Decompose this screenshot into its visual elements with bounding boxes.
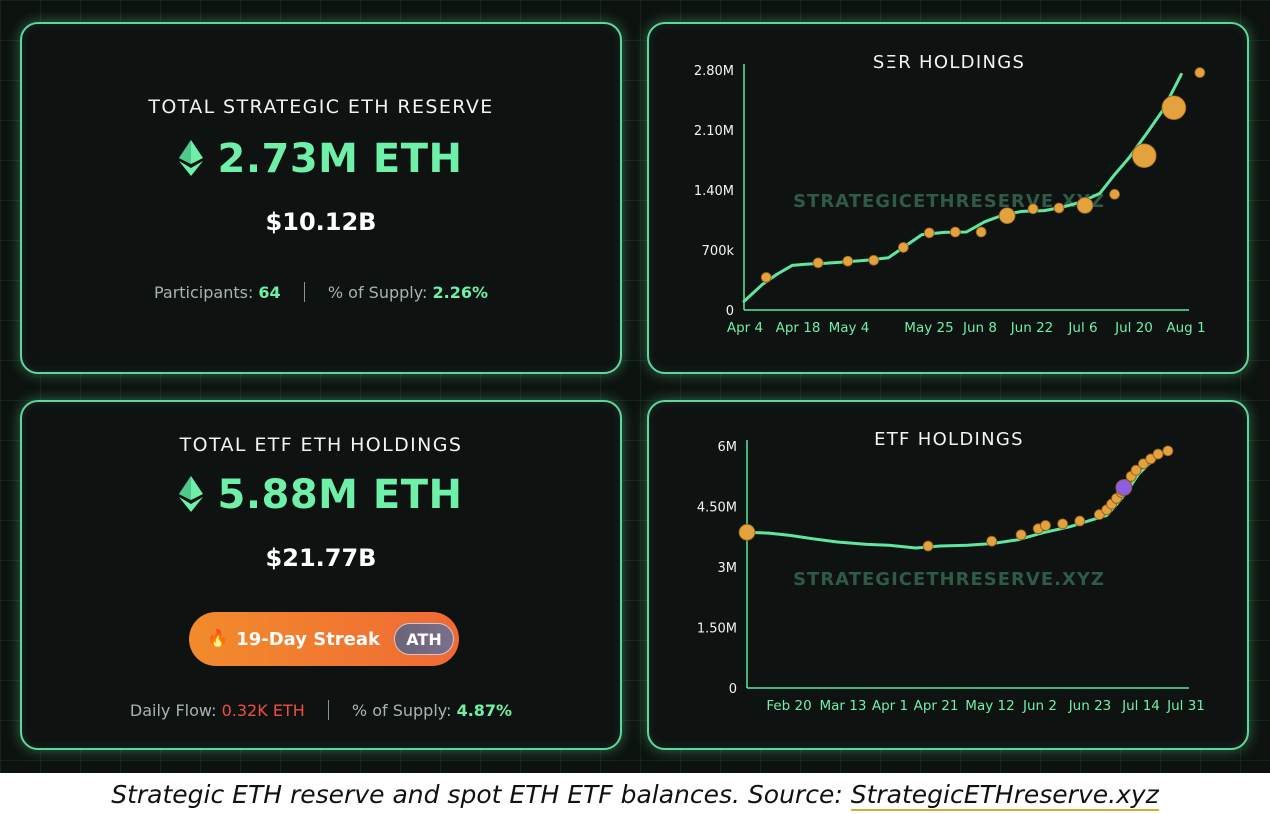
etf-supply-label: % of Supply: — [351, 701, 452, 720]
data-point — [922, 540, 934, 552]
etf-holdings-chart-card: ETF HOLDINGS STRATEGICETHRESERVE.XYZ 0 1.50… — [647, 400, 1249, 750]
y-tick-label: 1.40M — [694, 184, 734, 199]
data-point — [949, 226, 961, 238]
ser-amount: 2.73M ETH — [217, 136, 463, 182]
chart-watermark: STRATEGICETHRESERVE.XYZ — [793, 569, 1105, 590]
x-tick-label: May 25 — [904, 320, 953, 336]
data-point — [842, 255, 854, 267]
streak-badge: 🔥 19-Day Streak ATH — [189, 612, 459, 666]
source-link[interactable]: StrategicETHreserve.xyz — [850, 780, 1159, 811]
ser-supply-value: 2.26% — [432, 283, 489, 302]
data-point — [1040, 520, 1051, 531]
data-point — [1194, 67, 1206, 78]
highlight-point — [1115, 479, 1133, 496]
x-tick-label: Apr 4 — [727, 320, 763, 336]
streak-label: 19-Day Streak — [236, 628, 380, 650]
ser-amount-row: 2.73M ETH — [22, 136, 620, 186]
x-tick-label: Aug 1 — [1166, 320, 1205, 336]
x-tick-label: Jul 31 — [1166, 698, 1205, 714]
y-tick-label: 3M — [718, 561, 738, 576]
data-point — [1131, 143, 1157, 169]
etf-amount-row: 5.88M ETH — [22, 472, 620, 522]
ser-stats-row: Participants: 64 % of Supply: 2.26% — [22, 282, 620, 302]
data-point — [738, 523, 756, 541]
y-tick-label: 700k — [702, 244, 735, 259]
ser-title: TOTAL STRATEGIC ETH RESERVE — [148, 96, 494, 118]
divider — [327, 700, 329, 720]
series-line — [745, 449, 1167, 550]
ethereum-icon — [179, 476, 204, 522]
divider — [303, 282, 305, 302]
y-tick-label: 2.80M — [694, 64, 734, 79]
ser-supply-label: % of Supply: — [327, 283, 428, 302]
data-point — [1161, 95, 1187, 121]
data-point — [897, 242, 909, 253]
data-point — [868, 254, 880, 266]
data-point — [1130, 464, 1142, 476]
chart-watermark: STRATEGICETHRESERVE.XYZ — [793, 191, 1105, 212]
x-tick-label: Jun 8 — [962, 320, 997, 336]
chart-title: SΞR HOLDINGS — [873, 52, 1025, 73]
etf-supply-value: 4.87% — [456, 701, 513, 720]
x-tick-label: Apr 1 — [872, 698, 908, 714]
y-tick-label: 0 — [726, 304, 734, 319]
data-point — [1152, 448, 1164, 460]
y-tick-label: 2.10M — [694, 124, 734, 139]
y-tick-label: 0 — [729, 682, 737, 697]
chart-title: ETF HOLDINGS — [874, 429, 1024, 450]
data-point — [1162, 445, 1174, 457]
data-point — [975, 226, 987, 238]
x-tick-label: Jul 6 — [1067, 320, 1097, 336]
etf-total-card: TOTAL ETF ETH HOLDINGS 5.88M ETH $21.77B… — [20, 400, 622, 750]
fire-icon: 🔥 — [207, 629, 229, 649]
y-tick-label: 6M — [718, 440, 738, 455]
ser-holdings-chart-card: SΞR HOLDINGS STRATEGICETHRESERVE.XYZ 0 700k… — [647, 22, 1249, 374]
daily-flow-value: 0.32K ETH — [221, 701, 305, 720]
etf-holdings-chart: ETF HOLDINGS STRATEGICETHRESERVE.XYZ 0 1.50… — [697, 429, 1205, 714]
data-point — [1015, 529, 1027, 541]
x-tick-label: Jun 23 — [1068, 698, 1112, 714]
data-point — [923, 227, 935, 239]
data-point — [1057, 518, 1069, 530]
ethereum-icon — [179, 140, 204, 186]
x-tick-label: Apr 18 — [776, 320, 821, 336]
ser-usd-value: $10.12B — [265, 208, 377, 236]
x-tick-label: Jun 22 — [1010, 320, 1054, 336]
data-point — [760, 272, 772, 283]
x-tick-label: Mar 13 — [820, 698, 867, 714]
x-tick-label: Jun 2 — [1022, 698, 1057, 714]
data-point — [1074, 515, 1086, 527]
data-point — [1053, 202, 1065, 214]
series-line — [742, 72, 1183, 303]
data-point — [998, 207, 1016, 225]
participants-value: 64 — [258, 283, 281, 302]
x-tick-label: Feb 20 — [766, 698, 811, 714]
etf-usd-value: $21.77B — [265, 544, 377, 572]
figure-caption: Strategic ETH reserve and spot ETH ETF b… — [0, 776, 1270, 814]
ser-total-card: TOTAL STRATEGIC ETH RESERVE 2.73M ETH $1… — [20, 22, 622, 374]
data-point — [1027, 203, 1039, 215]
dashboard-background: TOTAL STRATEGIC ETH RESERVE 2.73M ETH $1… — [0, 0, 1270, 773]
data-point — [812, 257, 824, 269]
y-tick-label: 1.50M — [697, 622, 737, 637]
data-point — [1076, 197, 1094, 214]
etf-title: TOTAL ETF ETH HOLDINGS — [179, 434, 463, 456]
daily-flow-label: Daily Flow: — [129, 701, 217, 720]
participants-label: Participants: — [153, 283, 254, 302]
x-tick-label: Jul 14 — [1121, 698, 1160, 714]
x-tick-label: May 12 — [965, 698, 1014, 714]
x-tick-label: Jul 20 — [1114, 320, 1153, 336]
caption-text: Strategic ETH reserve and spot ETH ETF b… — [111, 780, 851, 809]
ath-badge: ATH — [394, 623, 454, 655]
data-point — [1109, 188, 1120, 200]
data-point — [986, 535, 998, 547]
y-tick-label: 4.50M — [697, 501, 737, 516]
x-tick-label: Apr 21 — [914, 698, 959, 714]
x-tick-label: May 4 — [829, 320, 870, 336]
ser-holdings-chart: SΞR HOLDINGS STRATEGICETHRESERVE.XYZ 0 700k… — [694, 52, 1206, 336]
etf-amount: 5.88M ETH — [217, 472, 463, 518]
etf-stats-row: Daily Flow: 0.32K ETH % of Supply: 4.87% — [22, 700, 620, 720]
